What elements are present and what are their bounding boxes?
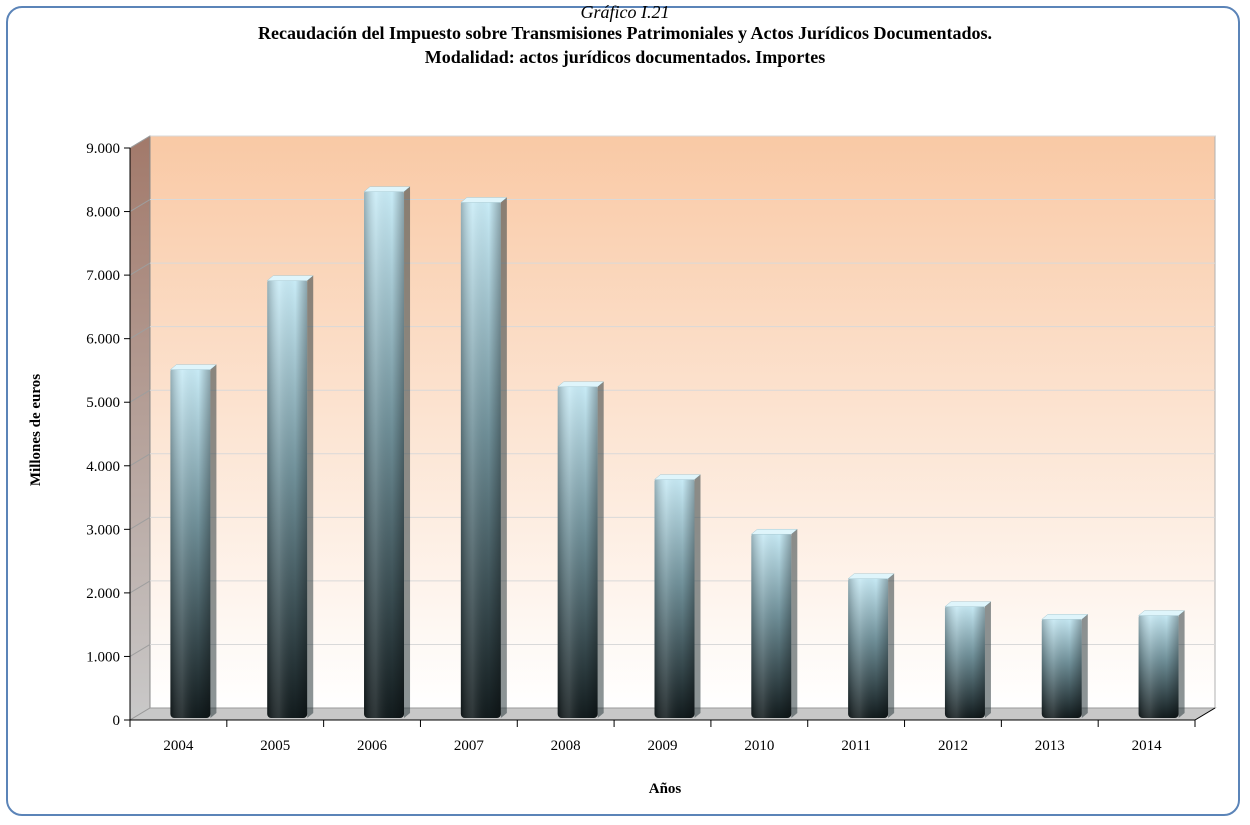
gridline-side: [129, 262, 151, 276]
y-tick-label: 7.000: [86, 268, 120, 284]
bar-side: [1081, 614, 1088, 718]
bar-shade: [267, 278, 308, 718]
gridline-side: [129, 516, 151, 530]
bar: [847, 573, 895, 718]
bar-top: [944, 601, 992, 607]
chart-label: Gráfico I.21: [580, 2, 670, 22]
bar-shade: [364, 189, 405, 718]
gridline-side: [129, 644, 151, 657]
bar: [169, 364, 218, 718]
bar-side: [888, 573, 895, 718]
bar: [944, 601, 992, 718]
gridline-side: [129, 453, 151, 467]
x-tick-label: 2014: [1132, 738, 1163, 754]
x-tick-label: 2004: [163, 738, 194, 754]
bar-top: [169, 364, 218, 370]
side-wall: [129, 135, 151, 721]
bar: [653, 474, 702, 718]
x-tick-label: 2012: [938, 738, 968, 754]
bar-side: [210, 364, 217, 718]
y-tick-label: 0: [113, 713, 121, 729]
x-axis-depth: [1194, 707, 1216, 721]
bar: [460, 197, 508, 718]
chart-subtitle: Modalidad: actos jurídicos documentados.…: [424, 47, 826, 67]
bar: [1041, 614, 1089, 718]
bar-top: [750, 528, 799, 535]
bar: [750, 528, 799, 718]
bar-side: [404, 186, 411, 718]
y-tick-label: 1.000: [86, 649, 120, 665]
y-axis-title: Millones de euros: [28, 374, 44, 486]
x-tick-label: 2011: [841, 738, 870, 754]
x-tick-label: 2007: [454, 738, 485, 754]
bar: [363, 186, 411, 718]
x-ticks: 2004 2005 2006 2007 2008 2009 2010 2011 2012 2013…: [129, 720, 1196, 754]
gridline-side: [129, 199, 151, 212]
bar: [1137, 610, 1186, 718]
bar-side: [1178, 610, 1185, 718]
x-tick-label: 2006: [357, 738, 388, 754]
bar-shade: [557, 384, 598, 718]
bar-side: [307, 275, 314, 718]
bar-shade: [170, 367, 211, 718]
y-tick-label: 2.000: [86, 586, 120, 602]
bar-side: [984, 601, 991, 718]
bar-top: [266, 275, 314, 281]
bar-shade: [944, 604, 985, 718]
bar-top: [1137, 610, 1186, 616]
y-tick-label: 6.000: [86, 332, 120, 348]
bar-side: [694, 474, 701, 718]
bar-top: [1041, 614, 1089, 620]
y-tick-label: 8.000: [86, 205, 120, 221]
bar-top: [556, 381, 605, 388]
bars: [169, 186, 1186, 718]
x-tick-label: 2008: [551, 738, 581, 754]
y-tick-label: 4.000: [86, 459, 120, 475]
y-tick-label: 3.000: [86, 522, 120, 538]
bar-side: [597, 381, 604, 718]
bar-top: [363, 186, 411, 192]
bar-shade: [751, 532, 792, 718]
x-tick-label: 2010: [744, 738, 774, 754]
y-tick-label: 9.000: [86, 141, 120, 157]
gridline-side: [129, 580, 151, 594]
bar-shade: [654, 477, 695, 718]
axes: [129, 148, 1216, 721]
x-axis-title: Años: [649, 781, 682, 797]
x-tick-label: 2013: [1035, 738, 1065, 754]
y-ticks: 0 1.000 2.000 3.000 4.000 5.000 6.000 7.000 8.00…: [86, 141, 130, 729]
bar: [556, 381, 605, 718]
bar: [266, 275, 314, 718]
y-tick-label: 5.000: [86, 395, 120, 411]
bar-shade: [1041, 617, 1082, 718]
bar-side: [500, 197, 507, 718]
bar-side: [791, 529, 798, 718]
bar-top: [847, 573, 895, 579]
x-tick-label: 2009: [648, 738, 678, 754]
gridline-side: [129, 389, 151, 403]
gridline-side: [129, 326, 151, 340]
x-tick-label: 2005: [260, 738, 290, 754]
chart-title: Recaudación del Impuesto sobre Transmisi…: [257, 23, 993, 43]
bar-top: [653, 474, 702, 480]
bar-shade: [848, 576, 889, 718]
gridline-side: [129, 135, 151, 149]
bar-top: [460, 197, 508, 203]
bar-shade: [460, 200, 501, 718]
bar-shade: [1138, 613, 1179, 718]
